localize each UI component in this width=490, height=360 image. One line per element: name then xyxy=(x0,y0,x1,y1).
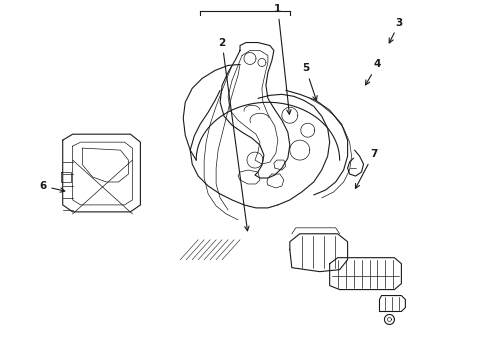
Text: 2: 2 xyxy=(219,37,249,231)
Text: 1: 1 xyxy=(274,4,291,114)
Text: 4: 4 xyxy=(366,59,381,85)
Text: 3: 3 xyxy=(389,18,403,43)
Text: 6: 6 xyxy=(39,181,65,192)
Text: 5: 5 xyxy=(302,63,317,100)
Text: 7: 7 xyxy=(355,149,377,188)
